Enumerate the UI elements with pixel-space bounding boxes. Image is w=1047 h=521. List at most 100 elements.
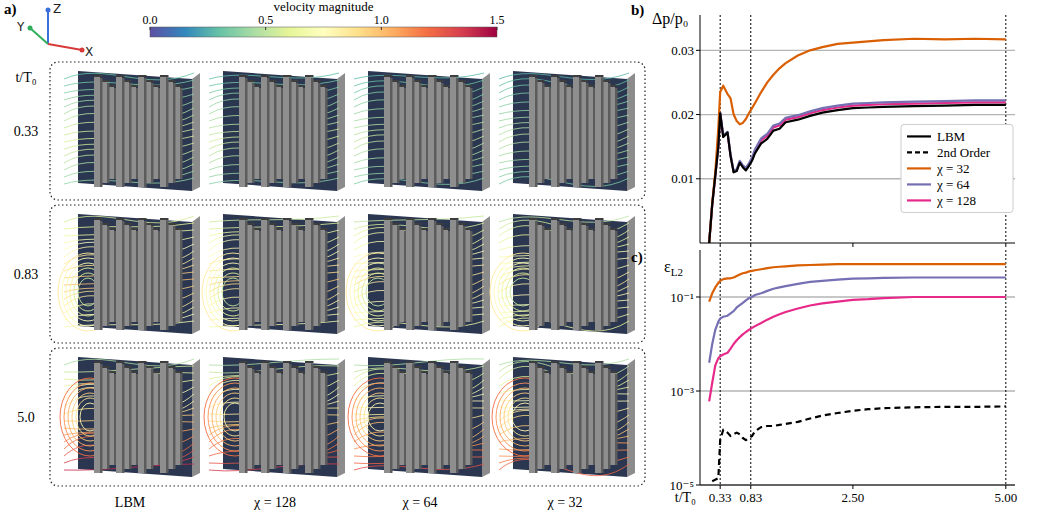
pillar-side — [122, 221, 125, 330]
pillar-top — [138, 218, 147, 220]
pillar — [305, 220, 311, 330]
flow-snapshot — [64, 71, 200, 191]
pillar-side — [144, 78, 147, 187]
legend-label: χ = 64 — [936, 177, 970, 192]
colorbar — [150, 27, 497, 37]
pillar-side — [325, 88, 328, 179]
pillar-side — [434, 78, 437, 187]
side-wall — [482, 359, 490, 477]
x-tick — [1005, 485, 1006, 489]
y-tick — [696, 114, 700, 115]
y-tick — [696, 178, 700, 179]
pillar-side — [542, 226, 545, 326]
colorbar-tick — [497, 27, 498, 30]
pillar-top — [450, 361, 459, 363]
pillar-side — [470, 374, 473, 465]
pillar-side — [296, 226, 299, 326]
back-wall — [513, 214, 627, 334]
pillar-side — [122, 78, 125, 187]
pillar-side — [535, 364, 538, 473]
pillar-top — [384, 361, 393, 363]
pillar-side — [412, 78, 415, 187]
colorbar-tick — [265, 27, 266, 30]
pillar-side — [180, 231, 183, 322]
pillar-side — [441, 83, 444, 183]
row-frame — [50, 348, 645, 486]
pillar-top — [529, 361, 538, 363]
pillar-side — [151, 83, 154, 183]
pillar — [595, 77, 601, 187]
pillar — [239, 363, 245, 473]
snapshot-marker — [750, 15, 751, 243]
x-tick — [750, 485, 751, 489]
pillar-top — [138, 75, 147, 77]
pillar — [138, 77, 144, 187]
y-tick — [696, 485, 700, 486]
snapshot-marker — [750, 250, 751, 485]
pillar-top — [239, 218, 248, 220]
pillar — [261, 220, 267, 330]
pillar — [116, 363, 122, 473]
pillar-side — [586, 226, 589, 326]
colorbar-tick-label: 0.5 — [258, 13, 273, 27]
pillar-top — [283, 361, 292, 363]
legend-label: χ = 128 — [936, 193, 976, 208]
x-axis — [700, 485, 1015, 486]
pillar-side — [542, 83, 545, 183]
y-tick — [696, 391, 700, 392]
axes-triad: ZYX — [16, 2, 93, 59]
pillar-side — [151, 369, 154, 469]
pillar-side — [267, 78, 270, 187]
streamline — [209, 73, 339, 79]
pillar-top — [529, 75, 538, 77]
pillar-top — [94, 361, 103, 363]
pillar-top — [305, 75, 314, 77]
y-tick-label: 10⁻³ — [670, 384, 694, 399]
pillar-side — [173, 226, 176, 326]
pillar-side — [419, 369, 422, 469]
pillar-side — [107, 226, 110, 326]
pillar — [138, 363, 144, 473]
legend-label: χ = 32 — [936, 161, 970, 176]
pillar-side — [129, 369, 132, 469]
pillar-side — [289, 78, 292, 187]
pillar-top — [595, 361, 604, 363]
pillar — [94, 220, 100, 330]
legend-swatch — [907, 151, 931, 153]
side-wall — [627, 216, 635, 334]
back-wall — [368, 357, 482, 477]
pillar — [595, 220, 601, 330]
pillar-side — [535, 78, 538, 187]
pillar — [283, 77, 289, 187]
x-tick-label: 2.50 — [842, 490, 865, 505]
colorbar-tick-label: 1.5 — [490, 13, 505, 27]
pillar-top — [551, 361, 560, 363]
colorbar-title: velocity magnitude — [273, 0, 373, 14]
side-wall — [627, 73, 635, 191]
legend-frame — [901, 124, 1013, 212]
pillar-side — [586, 369, 589, 469]
pillar-side — [615, 374, 618, 465]
pillar-top — [450, 218, 459, 220]
pillar — [529, 220, 535, 330]
pillar-side — [564, 369, 567, 469]
y-tick — [696, 50, 700, 51]
pillar-side — [267, 221, 270, 330]
pillar — [305, 363, 311, 473]
pillar-side — [557, 364, 560, 473]
pillar-side — [289, 364, 292, 473]
y-axis-title: Δp/p₀ — [652, 10, 688, 28]
pillar-top — [529, 218, 538, 220]
pillar-side — [274, 226, 277, 326]
pillar-side — [100, 78, 103, 187]
pillar-side — [397, 226, 400, 326]
pillar-top — [573, 218, 582, 220]
series-line — [709, 264, 1006, 301]
row-label: 5.0 — [17, 410, 35, 425]
y-axis — [700, 15, 701, 243]
back-wall — [78, 357, 192, 477]
side-wall — [482, 73, 490, 191]
pillar — [573, 77, 579, 187]
pillar-side — [419, 83, 422, 183]
pillar-side — [390, 78, 393, 187]
